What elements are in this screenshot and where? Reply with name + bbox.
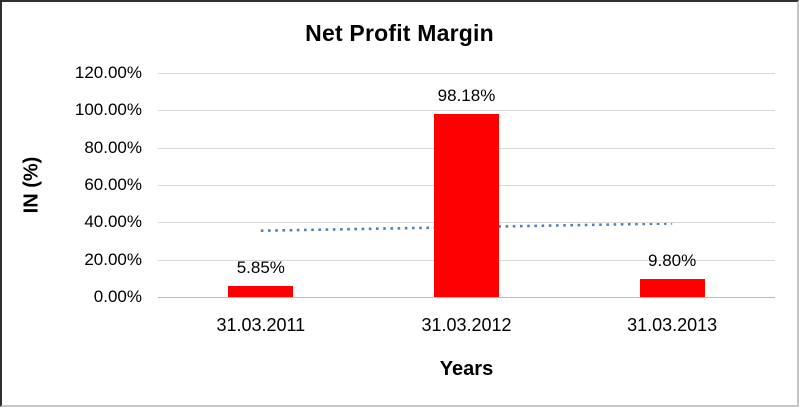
x-category-label: 31.03.2011 [216, 315, 306, 335]
bar [639, 278, 705, 297]
x-axis-title: Years [439, 358, 494, 380]
chart-title: Net Profit Margin [305, 20, 494, 46]
bar [228, 286, 294, 297]
bar [434, 113, 499, 297]
y-tick-label: 20.00% [84, 249, 142, 269]
gridline [158, 73, 775, 74]
y-tick-label: 40.00% [84, 212, 142, 232]
y-tick-label: 120.00% [74, 63, 142, 82]
y-tick-label: 0.00% [93, 287, 142, 306]
bar-data-label: 9.80% [648, 250, 697, 270]
bar-data-label: 98.18% [437, 85, 496, 105]
y-tick-label: 60.00% [84, 175, 142, 194]
bar-data-label: 5.85% [236, 258, 285, 278]
gridline [158, 110, 775, 112]
y-tick-label: 100.00% [74, 100, 142, 120]
x-category-label: 31.03.2013 [627, 315, 718, 335]
x-axis-line [158, 297, 775, 298]
x-category-label: 31.03.2012 [421, 315, 512, 335]
y-tick-label: 80.00% [84, 137, 142, 157]
